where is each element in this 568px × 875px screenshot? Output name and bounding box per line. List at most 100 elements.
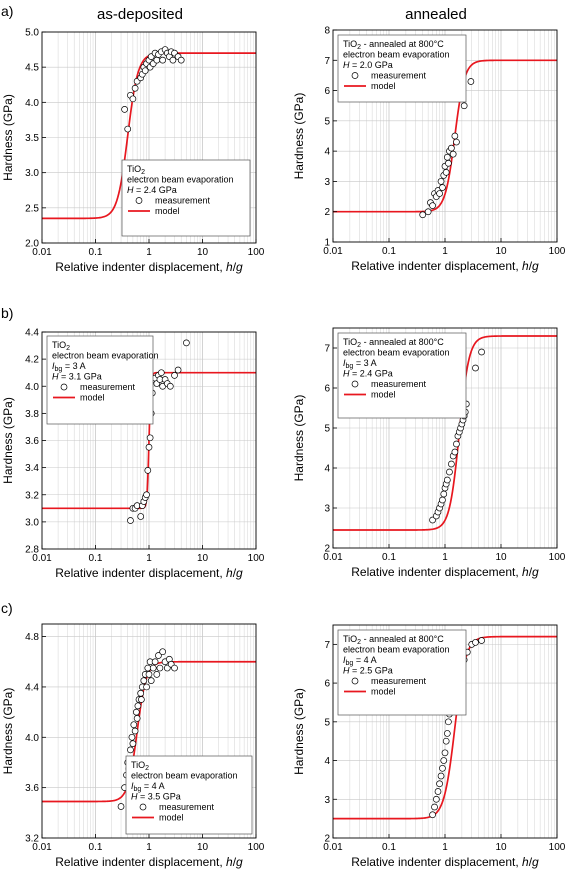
column-title-annealed: annealed xyxy=(405,6,467,23)
legend-text: TiO2 xyxy=(131,760,149,772)
x-tick-label: 0.1 xyxy=(89,553,103,564)
measurement-point xyxy=(436,780,443,788)
measurement-point xyxy=(472,639,479,646)
measurement-point xyxy=(467,78,475,85)
y-tick-label: 4.0 xyxy=(25,382,39,393)
y-tick-label: 3.8 xyxy=(25,409,39,420)
measurement-point xyxy=(440,490,448,498)
legend-text: electron beam evaporation xyxy=(343,50,450,60)
measurement-point xyxy=(145,671,153,678)
legend-measurement-marker xyxy=(135,197,143,204)
legend-text: Ibg = 4 A xyxy=(343,655,377,667)
measurement-point xyxy=(153,671,161,678)
legend-text: TiO2 - annealed at 800°C xyxy=(343,337,444,349)
measurement-point xyxy=(140,677,148,684)
legend-text: TiO2 xyxy=(52,340,70,352)
y-tick-label: 2.8 xyxy=(25,545,39,556)
measurement-point xyxy=(460,102,468,110)
row-label-a: a) xyxy=(1,3,13,19)
legend-text: electron beam evaporation xyxy=(52,351,159,361)
y-axis-title: Hardness (GPa) xyxy=(292,688,306,775)
measurement-point xyxy=(127,746,134,754)
measurement-point xyxy=(439,184,446,191)
legend-box xyxy=(46,335,154,425)
chart-panel-c-as-deposited: 0.01 0.1 1 10 100 3.2 3.6 4.0 4.4 4.8 Relative ind… xyxy=(1,623,265,869)
legend-measurement-label: measurement xyxy=(80,382,136,392)
y-tick-label: 8 xyxy=(324,26,330,37)
legend-text: H = 2.4 GPa xyxy=(343,369,393,379)
x-axis-title: Relative indenter displacement, h/g xyxy=(351,855,539,869)
x-tick-label: 0.01 xyxy=(32,842,52,853)
y-tick-label: 2.5 xyxy=(25,203,39,214)
y-tick-label: 5 xyxy=(324,424,330,435)
legend-text: H = 3.5 GPa xyxy=(131,792,181,802)
measurement-point xyxy=(441,749,449,757)
y-axis-title: Hardness (GPa) xyxy=(292,93,306,180)
legend-text: H = 2.0 GPa xyxy=(343,60,393,70)
y-tick-label: 4.4 xyxy=(25,682,39,693)
y-tick-label: 3.5 xyxy=(25,133,39,144)
x-tick-label: 0.01 xyxy=(32,553,52,564)
measurement-point xyxy=(445,718,452,726)
measurement-point xyxy=(424,208,432,216)
measurement-point xyxy=(443,153,451,161)
legend-text: H = 2.5 GPa xyxy=(343,666,393,676)
y-tick-label: 4.0 xyxy=(25,98,39,109)
y-tick-label: 7 xyxy=(324,56,330,67)
x-tick-label: 1 xyxy=(146,553,152,564)
measurement-point xyxy=(141,67,149,75)
y-tick-label: 2.0 xyxy=(25,239,39,250)
y-tick-label: 4 xyxy=(324,464,330,475)
x-tick-label: 1 xyxy=(146,842,152,853)
measurement-point xyxy=(171,664,178,672)
measurement-point xyxy=(183,339,190,347)
measurement-point xyxy=(437,772,445,780)
y-tick-label: 6 xyxy=(324,86,330,97)
measurement-point xyxy=(147,677,155,684)
row-label-b: b) xyxy=(1,305,13,321)
measurement-point xyxy=(143,683,150,691)
measurement-point xyxy=(159,648,167,656)
measurement-point xyxy=(117,803,125,810)
measurement-point xyxy=(128,733,136,741)
chart-panel-c-annealed: 0.01 0.1 1 10 100 2 3 4 5 6 7 Relative indenter dis… xyxy=(292,624,566,869)
measurement-point xyxy=(131,727,139,735)
legend-text: Ibg = 3 A xyxy=(343,358,377,370)
measurement-point xyxy=(129,95,137,103)
x-tick-label: 100 xyxy=(549,552,566,563)
y-tick-label: 4 xyxy=(324,756,330,767)
x-tick-label: 10 xyxy=(197,842,209,853)
legend-measurement-marker xyxy=(351,72,359,79)
measurement-point xyxy=(134,702,142,710)
legend-text: electron beam evaporation xyxy=(127,175,234,185)
measurement-point xyxy=(151,658,159,666)
measurement-point xyxy=(442,737,450,745)
y-tick-label: 2 xyxy=(324,544,330,555)
x-tick-label: 10 xyxy=(197,247,209,258)
measurement-point xyxy=(171,372,178,379)
y-tick-label: 7 xyxy=(324,640,330,651)
x-tick-label: 0.1 xyxy=(89,842,103,853)
measurement-point xyxy=(157,369,165,377)
x-tick-label: 100 xyxy=(549,842,566,853)
measurement-point xyxy=(443,476,451,484)
y-tick-label: 5 xyxy=(324,116,330,127)
legend-measurement-label: measurement xyxy=(159,802,215,812)
x-tick-label: 10 xyxy=(495,552,507,563)
y-tick-label: 3.0 xyxy=(25,517,39,528)
y-tick-label: 3.0 xyxy=(25,168,39,179)
measurement-point xyxy=(144,466,152,474)
row-label-c: c) xyxy=(1,600,13,616)
x-tick-label: 10 xyxy=(197,553,209,564)
y-axis-title: Hardness (GPa) xyxy=(1,397,15,484)
legend-model-label: model xyxy=(155,206,180,216)
chart-panel-b-annealed: 0.01 0.1 1 10 100 2 3 4 5 6 7 Relative indenter dis… xyxy=(292,327,566,579)
x-tick-label: 0.1 xyxy=(382,552,396,563)
legend-model-label: model xyxy=(371,687,396,697)
model-curve xyxy=(333,635,557,820)
